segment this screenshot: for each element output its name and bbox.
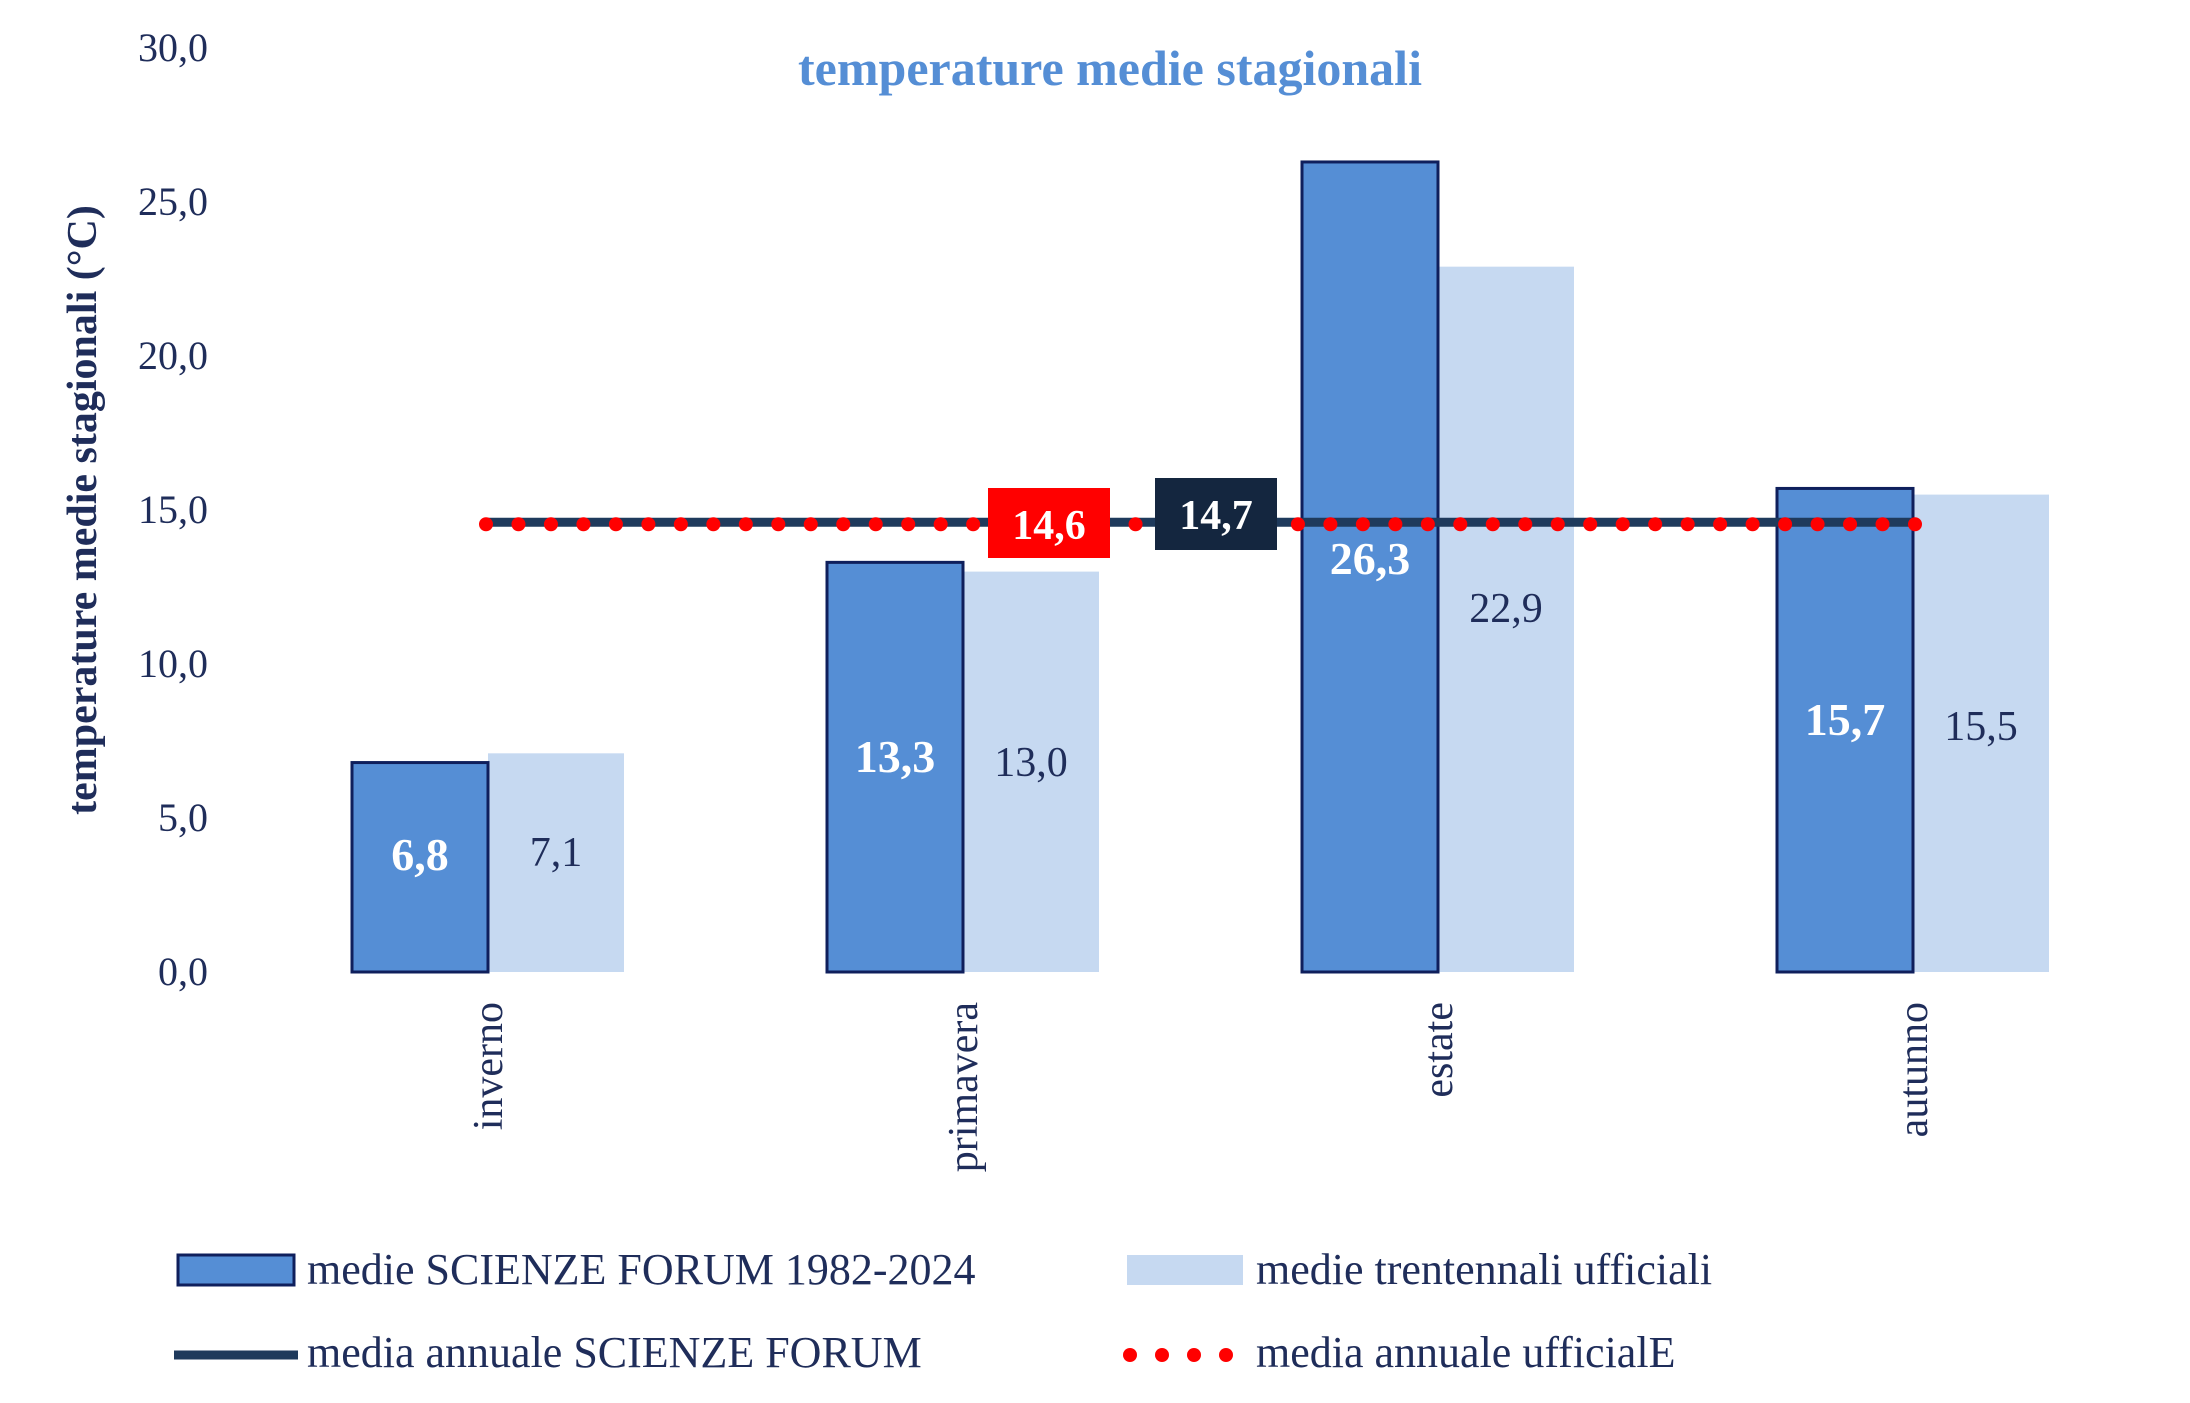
x-tick-label-primavera: primavera	[941, 1002, 987, 1173]
avg-line-official-dot	[738, 517, 753, 532]
x-tick-label-autunno: autunno	[1891, 1002, 1937, 1137]
avg-line-official-dot	[1485, 517, 1500, 532]
bar-forum-inverno	[350, 761, 490, 974]
legend-label-avg-official: media annuale ufficialE	[1256, 1328, 1675, 1377]
avg-line-official-dot	[966, 517, 981, 532]
avg-line-official-dot	[576, 517, 591, 532]
data-label-forum-inverno: 6,8	[391, 829, 449, 880]
y-tick-label: 5,0	[158, 795, 208, 840]
x-axis-ticks: inverno primavera estate autunno	[466, 1002, 1937, 1173]
avg-line-official-dot	[1745, 517, 1760, 532]
data-label-official-estate: 22,9	[1469, 586, 1543, 632]
avg-line-official-dot	[1875, 517, 1890, 532]
avg-line-official-dot	[1453, 517, 1468, 532]
y-tick-label: 30,0	[138, 25, 208, 70]
data-label-forum-estate: 26,3	[1330, 533, 1411, 584]
avg-line-official-dot	[836, 517, 851, 532]
y-tick-label: 10,0	[138, 641, 208, 686]
average-labels: 14,6 14,7	[988, 478, 1277, 558]
bar-official-inverno	[488, 753, 624, 972]
avg-line-official-dot	[803, 517, 818, 532]
legend-dot-official	[1187, 1348, 1201, 1362]
bar-official-autunno	[1913, 494, 2049, 972]
legend-swatch-official	[1127, 1255, 1243, 1285]
legend-label-avg-forum: media annuale SCIENZE FORUM	[307, 1328, 922, 1377]
avg-line-official-dot	[1355, 517, 1370, 532]
legend-dot-official	[1219, 1348, 1233, 1362]
x-tick-label-inverno: inverno	[466, 1002, 512, 1130]
avg-line-official-dot	[1518, 517, 1533, 532]
data-label-official-inverno: 7,1	[530, 830, 583, 876]
avg-line-official-dot	[1290, 517, 1305, 532]
legend-swatch-forum	[176, 1253, 296, 1287]
avg-official-label: 14,6	[1012, 503, 1086, 549]
avg-line-official-dot	[901, 517, 916, 532]
avg-line-official-dot	[1908, 517, 1922, 532]
avg-line-official-dot	[543, 517, 558, 532]
avg-line-official-dot	[868, 517, 883, 532]
avg-line-official-dot	[1810, 517, 1825, 532]
avg-line-official-dot	[933, 517, 948, 532]
avg-line-official-dot	[1550, 517, 1565, 532]
avg-line-official-dot	[1843, 517, 1858, 532]
data-label-forum-primavera: 13,3	[855, 731, 936, 782]
chart-title: temperature medie stagionali	[798, 40, 1422, 96]
legend-label-forum: medie SCIENZE FORUM 1982-2024	[307, 1245, 976, 1294]
y-tick-label: 25,0	[138, 179, 208, 224]
legend-label-official: medie trentennali ufficiali	[1256, 1245, 1712, 1294]
y-axis-label: temperature medie stagionali (°C)	[60, 205, 106, 815]
avg-line-official-dot	[511, 517, 526, 532]
y-axis-ticks: 0,0 5,0 10,0 15,0 20,0 25,0 30,0	[138, 25, 208, 994]
y-tick-label: 0,0	[158, 949, 208, 994]
bar-forum-estate	[1300, 160, 1440, 974]
y-tick-label: 20,0	[138, 333, 208, 378]
avg-forum-box	[1155, 478, 1277, 550]
data-labels: 6,8 7,1 13,3 13,0 26,3 22,9 15,7 15,5	[391, 533, 2018, 880]
legend-dot-official	[1155, 1348, 1169, 1362]
avg-line-official-dot	[641, 517, 656, 532]
avg-line-official-dot	[608, 517, 623, 532]
avg-line-official-dot	[706, 517, 721, 532]
avg-line-official-dot	[1128, 517, 1143, 532]
avg-line-official-dot	[1583, 517, 1598, 532]
avg-official-box	[988, 488, 1110, 558]
avg-line-official-dot	[1323, 517, 1338, 532]
bar-official-estate	[1438, 266, 1574, 972]
bars	[350, 160, 2049, 974]
x-tick-label-estate: estate	[1416, 1002, 1462, 1098]
y-tick-label: 15,0	[138, 487, 208, 532]
data-label-forum-autunno: 15,7	[1805, 694, 1886, 745]
avg-line-official-dot	[479, 517, 493, 532]
bar-forum-autunno	[1775, 486, 1915, 974]
avg-line-official-dot	[1713, 517, 1728, 532]
avg-line-official-dot	[1420, 517, 1435, 532]
legend: medie SCIENZE FORUM 1982-2024 medie trent…	[174, 1245, 1712, 1377]
data-label-official-primavera: 13,0	[994, 740, 1068, 786]
avg-line-official-dot	[1778, 517, 1793, 532]
avg-line-official-dot	[673, 517, 688, 532]
avg-line-official-dot	[771, 517, 786, 532]
avg-forum-label: 14,7	[1179, 493, 1253, 539]
data-label-official-autunno: 15,5	[1944, 704, 2018, 750]
avg-line-official-dot	[1388, 517, 1403, 532]
bar-forum-primavera	[825, 560, 965, 974]
legend-dot-official	[1123, 1348, 1137, 1362]
avg-line-official-dot	[1615, 517, 1630, 532]
avg-line-official-dot	[1648, 517, 1663, 532]
bar-official-primavera	[963, 571, 1099, 972]
avg-line-official-dot	[1680, 517, 1695, 532]
